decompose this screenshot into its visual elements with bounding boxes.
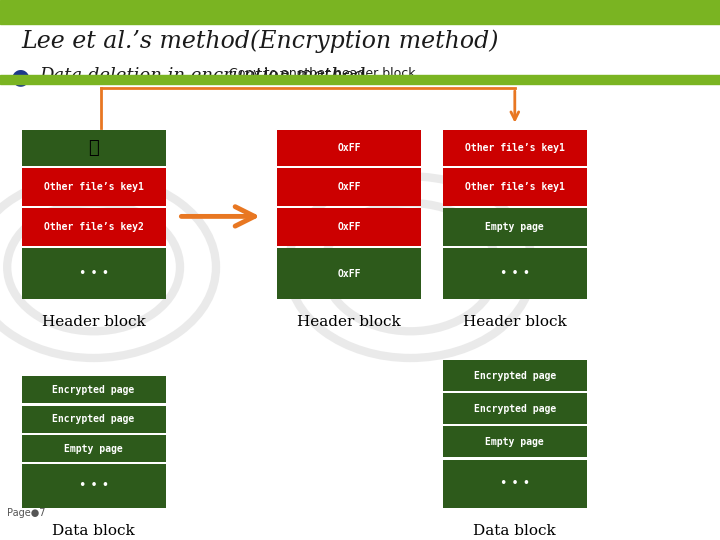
Bar bbox=[277, 208, 421, 246]
Text: Header block: Header block bbox=[42, 315, 145, 329]
Text: OxFF: OxFF bbox=[338, 268, 361, 279]
Bar bbox=[22, 435, 166, 462]
Text: Data block: Data block bbox=[53, 524, 135, 538]
Text: Header block: Header block bbox=[463, 315, 567, 329]
Bar bbox=[277, 130, 421, 166]
Bar bbox=[277, 248, 421, 299]
Text: • • •: • • • bbox=[500, 477, 530, 490]
Text: Empty page: Empty page bbox=[64, 443, 123, 454]
Text: ●: ● bbox=[11, 67, 30, 87]
Bar bbox=[22, 464, 166, 508]
Text: Data deletion in encruption method: Data deletion in encruption method bbox=[40, 67, 366, 85]
Bar bbox=[22, 376, 166, 403]
Text: Encrypted page: Encrypted page bbox=[474, 404, 556, 414]
Bar bbox=[277, 168, 421, 206]
Text: Encrypted page: Encrypted page bbox=[474, 370, 556, 381]
Text: • • •: • • • bbox=[78, 480, 109, 492]
Text: Lee et al.’s method(Encryption method): Lee et al.’s method(Encryption method) bbox=[22, 29, 499, 53]
Bar bbox=[443, 130, 587, 166]
Bar bbox=[22, 168, 166, 206]
Bar bbox=[22, 406, 166, 433]
Bar bbox=[443, 208, 587, 246]
Bar bbox=[443, 393, 587, 424]
Bar bbox=[22, 130, 166, 166]
Text: Empty page: Empty page bbox=[485, 222, 544, 232]
Text: OxFF: OxFF bbox=[338, 222, 361, 232]
Bar bbox=[22, 248, 166, 299]
Text: Encrypted page: Encrypted page bbox=[53, 414, 135, 424]
Text: Copy to another header block: Copy to another header block bbox=[229, 67, 415, 80]
Text: Empty page: Empty page bbox=[485, 437, 544, 447]
Bar bbox=[443, 427, 587, 457]
Text: Page●7: Page●7 bbox=[7, 508, 45, 518]
Bar bbox=[443, 360, 587, 391]
Text: Other file’s key1: Other file’s key1 bbox=[465, 143, 564, 153]
Text: Other file’s key2: Other file’s key2 bbox=[44, 222, 143, 232]
Text: OxFF: OxFF bbox=[338, 143, 361, 153]
Text: Other file’s key1: Other file’s key1 bbox=[465, 182, 564, 192]
Bar bbox=[22, 208, 166, 246]
Text: Other file’s key1: Other file’s key1 bbox=[44, 182, 143, 192]
Text: Header block: Header block bbox=[297, 315, 401, 329]
Bar bbox=[443, 248, 587, 299]
Text: • • •: • • • bbox=[78, 267, 109, 280]
Text: Encrypted page: Encrypted page bbox=[53, 385, 135, 395]
Bar bbox=[443, 460, 587, 508]
Text: • • •: • • • bbox=[500, 267, 530, 280]
Text: 🔑: 🔑 bbox=[89, 139, 99, 157]
Bar bbox=[443, 168, 587, 206]
Text: OxFF: OxFF bbox=[338, 182, 361, 192]
Text: Data block: Data block bbox=[474, 524, 556, 538]
